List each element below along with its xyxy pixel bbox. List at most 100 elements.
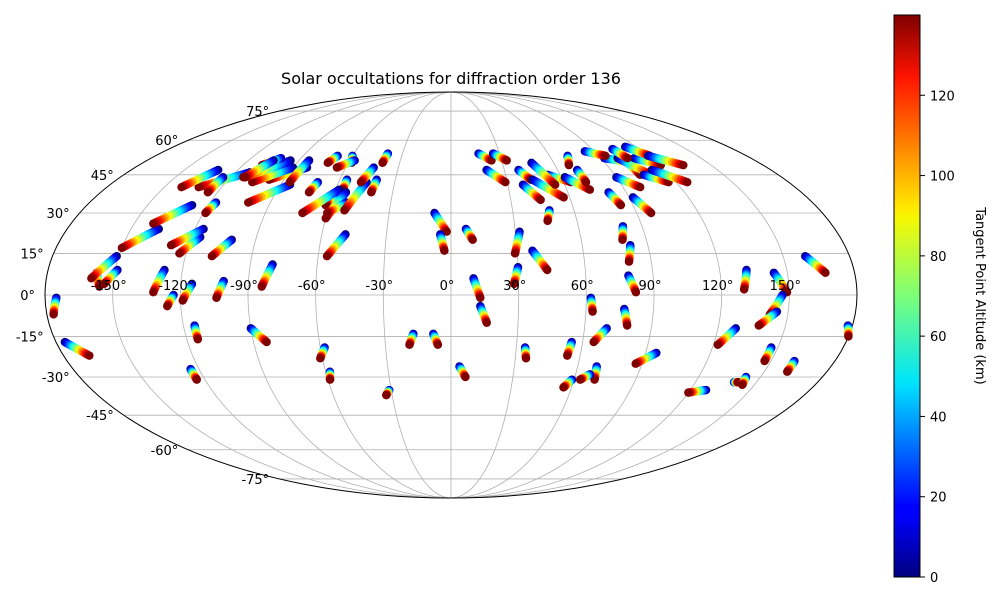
occultation-track (285, 156, 314, 187)
occultation-track (49, 293, 61, 319)
x-tick-label: 120° (702, 279, 733, 294)
track-point (248, 178, 257, 187)
occultation-track (604, 188, 626, 210)
track-point (49, 310, 58, 319)
occultation-track (356, 163, 378, 187)
track-point (166, 241, 176, 250)
y-tick-label: 75° (246, 105, 269, 120)
x-tick-label: 90° (638, 279, 661, 294)
track-point (323, 208, 332, 218)
occultation-track (713, 324, 740, 349)
occultation-track (518, 180, 545, 205)
track-point (616, 200, 626, 210)
track-point (285, 178, 294, 187)
track-point (442, 227, 451, 236)
track-point (521, 354, 531, 363)
occultation-track (60, 337, 94, 360)
track-point (623, 153, 632, 163)
track-point (476, 293, 485, 302)
occultation-track (177, 165, 223, 192)
track-point (618, 235, 627, 244)
track-point (624, 257, 634, 266)
track-point (783, 367, 792, 376)
colorbar-tick-label: 80 (930, 250, 947, 265)
track-point (543, 216, 552, 226)
x-tick-label: -30° (365, 279, 393, 294)
x-tick-label: -120° (158, 279, 194, 294)
occultation-track (482, 165, 510, 187)
occultation-track (754, 307, 782, 330)
track-point (581, 178, 591, 187)
occultation-track (378, 149, 393, 168)
occultation-track (563, 151, 574, 170)
y-tick-label: -45° (86, 409, 114, 424)
occultation-track (589, 324, 611, 347)
graticule (45, 92, 857, 498)
occultation-track (212, 276, 228, 302)
occultation-track (178, 279, 197, 305)
track-point (760, 356, 769, 366)
occultation-track (684, 385, 711, 397)
occultation-track (488, 149, 511, 165)
track-point (212, 293, 221, 302)
occultation-track (560, 173, 595, 194)
track-point (679, 160, 688, 170)
track-point (575, 375, 585, 384)
occultation-track (304, 178, 323, 197)
colorbar: 0 20 40 60 80 100 120 Tangent Point Altitude (… (893, 14, 987, 586)
track-point (713, 340, 722, 349)
occultation-track (201, 198, 221, 218)
y-tick-label: 30° (47, 207, 70, 222)
track-point (536, 195, 545, 205)
track-point (194, 183, 203, 192)
occultation-track (572, 165, 591, 187)
track-point (203, 188, 213, 197)
track-point (646, 208, 656, 218)
track-point (543, 265, 552, 275)
track-point (192, 375, 201, 384)
track-point (304, 188, 314, 197)
x-tick-label: -90° (230, 279, 258, 294)
track-point (378, 158, 387, 168)
occultation-track (760, 343, 776, 366)
y-tick-label: 60° (155, 134, 178, 149)
x-tick-label: -60° (298, 279, 326, 294)
occultation-track (461, 224, 477, 244)
colorbar-tick-label: 40 (930, 410, 947, 425)
occultation-track (436, 230, 449, 255)
occultation-track (608, 144, 632, 163)
y-tick-label: -75° (241, 473, 269, 488)
occultation-track (203, 173, 228, 197)
occultation-track (241, 156, 278, 182)
occultation-track (543, 206, 554, 226)
track-point (622, 321, 632, 330)
occultation-track (618, 222, 628, 244)
occultation-track (166, 224, 208, 250)
track-point (631, 288, 641, 297)
occultation-track (647, 165, 692, 187)
track-point (563, 351, 572, 360)
track-point (332, 163, 342, 172)
occultation-track (149, 200, 197, 228)
occultation-track (430, 208, 451, 236)
occultation-track (739, 265, 751, 294)
track-point (589, 337, 598, 347)
occultation-track (87, 251, 121, 283)
track-point (243, 198, 253, 207)
track-point (739, 285, 749, 294)
occultation-track (323, 151, 342, 168)
x-tick-label: -150° (91, 279, 127, 294)
occultation-track (190, 321, 203, 344)
track-point (178, 296, 187, 305)
occultation-track (643, 151, 688, 170)
occultation-track (624, 241, 635, 266)
track-point (262, 337, 271, 347)
track-point (175, 249, 184, 258)
occultation-track (510, 227, 524, 258)
occultation-track (429, 329, 443, 349)
colorbar-tick-label: 120 (930, 89, 955, 104)
occultation-track (738, 372, 751, 390)
track-point (193, 335, 203, 344)
occultation-track (186, 364, 201, 384)
